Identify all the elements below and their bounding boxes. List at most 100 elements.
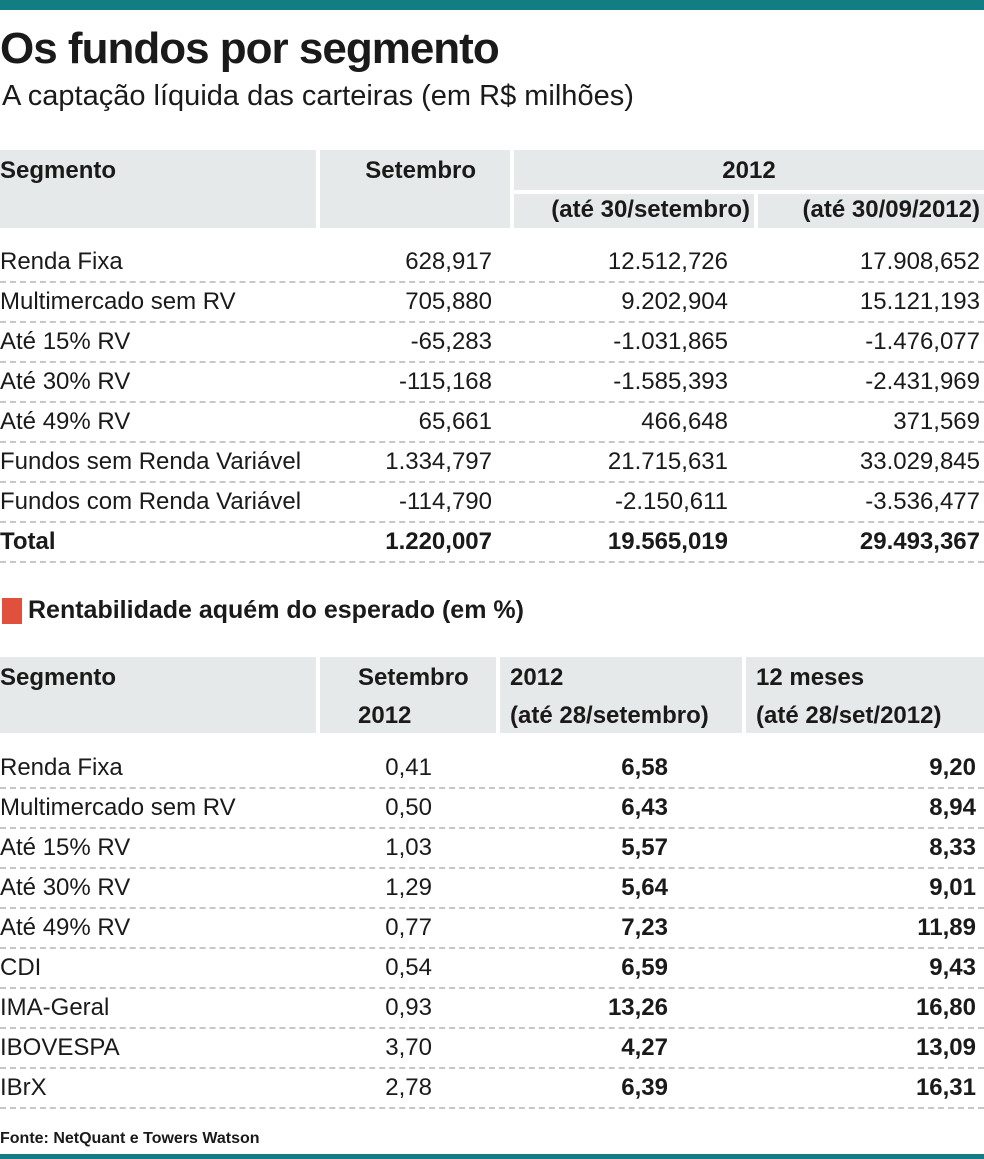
column-header: Segmento [0, 664, 117, 691]
cell-value: 13,26 [607, 994, 668, 1021]
cell-value: 8,33 [929, 834, 976, 861]
row-label: Multimercado sem RV [0, 794, 236, 821]
cell-value: 4,27 [621, 1034, 668, 1061]
row-divider [0, 1067, 984, 1069]
header-bg [0, 657, 316, 733]
cell-value: 9,01 [929, 874, 976, 901]
cell-value: 13,09 [915, 1034, 976, 1061]
row-label: Até 49% RV [0, 914, 131, 941]
column-subheader: (até 30/09/2012) [802, 196, 980, 223]
cell-value: -1.031,865 [613, 328, 728, 355]
row-label: CDI [0, 954, 42, 981]
cell-value: 705,880 [405, 288, 492, 315]
header-bg [500, 657, 742, 733]
cell-value: -1.476,077 [865, 328, 980, 355]
subtitle: A captação líquida das carteiras (em R$ … [2, 80, 634, 112]
cell-value: 1,03 [385, 834, 432, 861]
cell-value: -2.150,611 [615, 488, 728, 515]
cell-value: -115,168 [399, 368, 492, 395]
row-divider [0, 1107, 984, 1109]
column-header: (até 28/set/2012) [756, 702, 942, 729]
title: Os fundos por segmento [0, 24, 500, 73]
row-label: Até 30% RV [0, 368, 131, 395]
row-divider [0, 867, 984, 869]
row-divider [0, 441, 984, 443]
cell-value: 5,57 [621, 834, 668, 861]
row-divider [0, 787, 984, 789]
row-divider [0, 1027, 984, 1029]
row-label: Renda Fixa [0, 754, 123, 781]
cell-value: 16,80 [915, 994, 976, 1021]
row-divider [0, 907, 984, 909]
cell-value: 12.512,726 [607, 248, 728, 275]
cell-value: 1,29 [385, 874, 432, 901]
row-label: Multimercado sem RV [0, 288, 236, 315]
row-label: Renda Fixa [0, 248, 123, 275]
row-label: Total [0, 528, 56, 555]
cell-value: -2.431,969 [865, 368, 980, 395]
header-bg [0, 150, 316, 228]
row-divider [0, 401, 984, 403]
cell-value: 0,54 [385, 954, 432, 981]
row-divider [0, 481, 984, 483]
cell-value: 1.220,007 [385, 528, 492, 555]
column-header: 2012 [510, 664, 564, 691]
cell-value: -114,790 [399, 488, 492, 515]
cell-value: 6,39 [621, 1074, 668, 1101]
row-label: Até 15% RV [0, 328, 131, 355]
cell-value: 5,64 [621, 874, 668, 901]
row-divider [0, 321, 984, 323]
row-divider [0, 561, 984, 563]
cell-value: 2,78 [385, 1074, 432, 1101]
cell-value: 0,93 [385, 994, 432, 1021]
top-bar [0, 0, 984, 10]
cell-value: 9.202,904 [621, 288, 728, 315]
column-header: 2012 [722, 157, 776, 184]
column-header: (até 28/setembro) [510, 702, 709, 729]
cell-value: 371,569 [893, 408, 980, 435]
cell-value: 3,70 [385, 1034, 432, 1061]
column-header: Setembro [365, 157, 476, 184]
row-label: Até 15% RV [0, 834, 131, 861]
cell-value: -65,283 [410, 328, 492, 355]
cell-value: 21.715,631 [607, 448, 728, 475]
row-divider [0, 827, 984, 829]
column-header: 12 meses [756, 664, 865, 691]
cell-value: 33.029,845 [859, 448, 980, 475]
cell-value: 0,50 [385, 794, 432, 821]
cell-value: -3.536,477 [865, 488, 980, 515]
header-bg [514, 150, 984, 190]
row-divider [0, 947, 984, 949]
cell-value: 6,58 [621, 754, 668, 781]
row-label: IMA-Geral [0, 994, 110, 1021]
cell-value: 65,661 [418, 408, 492, 435]
cell-value: 15.121,193 [859, 288, 980, 315]
row-label: Até 30% RV [0, 874, 131, 901]
row-label: IBrX [0, 1074, 47, 1101]
column-header: Segmento [0, 157, 117, 184]
header-bg [320, 150, 510, 228]
cell-value: 29.493,367 [859, 528, 980, 555]
row-label: Fundos com Renda Variável [0, 488, 302, 515]
cell-value: 7,23 [621, 914, 668, 941]
cell-value: -1.585,393 [613, 368, 728, 395]
cell-value: 17.908,652 [859, 248, 980, 275]
cell-value: 19.565,019 [607, 528, 728, 555]
header-bg [514, 194, 754, 228]
cell-value: 628,917 [405, 248, 492, 275]
row-label: Fundos sem Renda Variável [0, 448, 302, 475]
column-header: 2012 [358, 702, 412, 729]
cell-value: 6,43 [621, 794, 668, 821]
header-bg [320, 657, 496, 733]
row-label: Até 49% RV [0, 408, 131, 435]
source: Fonte: NetQuant e Towers Watson [0, 1130, 260, 1147]
column-subheader: (até 30/setembro) [551, 196, 750, 223]
header-bg [746, 657, 984, 733]
column-header: Setembro [358, 664, 469, 691]
row-divider [0, 281, 984, 283]
cell-value: 9,20 [929, 754, 976, 781]
row-divider [0, 987, 984, 989]
cell-value: 466,648 [641, 408, 728, 435]
section-title: Rentabilidade aquém do esperado (em %) [28, 596, 524, 624]
